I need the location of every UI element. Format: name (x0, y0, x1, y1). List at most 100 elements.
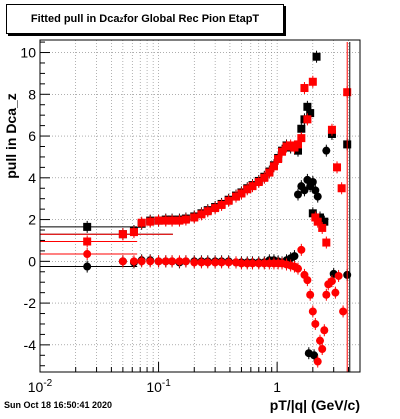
data-point-circle (316, 336, 325, 345)
data-point-circle (190, 258, 199, 267)
data-point-circle (313, 192, 322, 201)
y-tick-label: 6 (28, 128, 36, 144)
data-point-circle (175, 257, 184, 266)
data-point-square (232, 192, 241, 201)
data-point-square (83, 237, 92, 246)
data-point-square (83, 222, 92, 231)
data-point-circle (300, 186, 309, 195)
data-point-square (269, 162, 278, 171)
chart-title-subscript: z (119, 14, 124, 24)
data-point-square (300, 84, 309, 93)
data-point-square (294, 140, 303, 149)
data-point-square (316, 213, 325, 222)
data-point-circle (294, 190, 303, 199)
data-point-circle (181, 257, 190, 266)
data-point-square (312, 52, 321, 61)
data-point-square (322, 238, 331, 247)
data-point-square (313, 217, 322, 226)
data-point-square (248, 182, 257, 191)
data-point-circle (308, 177, 317, 186)
data-point-square (320, 217, 329, 226)
data-point-circle (211, 258, 220, 267)
data-point-square (254, 177, 263, 186)
data-point-circle (254, 259, 263, 268)
data-point-circle (303, 276, 312, 285)
series-3 (40, 243, 348, 368)
data-layer (40, 42, 352, 372)
data-point-circle (217, 258, 226, 267)
chart-title-prefix: Fitted pull in Dca (30, 13, 120, 25)
data-point-circle (154, 257, 163, 266)
data-point-square (175, 216, 184, 225)
data-point-circle (161, 257, 170, 266)
data-point-square (308, 209, 317, 218)
data-point-circle (129, 257, 138, 266)
data-point-square (181, 215, 190, 224)
y-axis-label: pull in Dca_z (3, 93, 19, 179)
data-point-square (333, 163, 342, 172)
data-point-square (243, 185, 252, 194)
data-point-circle (313, 357, 322, 366)
data-point-circle (331, 288, 340, 297)
series-0 (40, 50, 352, 241)
data-point-square (154, 216, 163, 225)
x-tick-label: 10-1 (146, 378, 171, 395)
data-point-circle (327, 277, 336, 286)
data-point-circle (290, 252, 299, 261)
data-point-circle (83, 250, 92, 259)
data-point-circle (237, 259, 246, 268)
chart-title: Fitted pull in Dca z for Global Rec Pion … (6, 4, 284, 34)
y-tick-label: 8 (28, 86, 36, 102)
axis-layer: 10-2 10-1 1 -4 -2 0 2 4 6 8 10 (20, 41, 361, 395)
data-point-square (129, 228, 138, 237)
data-point-circle (248, 259, 257, 268)
y-tick-label: 4 (28, 170, 36, 186)
data-point-square (327, 125, 336, 134)
data-point-square (297, 124, 306, 133)
data-point-square (311, 213, 320, 222)
data-point-square (303, 115, 312, 124)
chart-title-suffix: for Global Rec Pion EtapT (123, 13, 260, 25)
data-point-square (278, 147, 287, 156)
data-point-circle (318, 345, 327, 354)
data-point-circle (203, 258, 212, 267)
data-point-circle (334, 271, 343, 280)
data-point-square (137, 218, 146, 227)
data-point-circle (310, 351, 319, 360)
data-point-circle (118, 257, 127, 266)
data-point-square (161, 216, 170, 225)
data-point-circle (168, 257, 177, 266)
x-tick-label: 1 (273, 379, 281, 395)
data-point-circle (197, 258, 206, 267)
data-point-square (118, 230, 127, 239)
data-point-circle (320, 326, 329, 335)
data-point-circle (294, 264, 303, 273)
data-point-square (260, 173, 269, 182)
data-point-square (168, 216, 177, 225)
data-point-square (308, 77, 317, 86)
data-point-circle (339, 307, 348, 316)
data-point-square (303, 102, 312, 111)
data-point-square (190, 213, 199, 222)
series-1 (40, 75, 352, 249)
data-point-circle (322, 290, 331, 299)
data-point-square (337, 184, 346, 193)
data-point-square (146, 217, 155, 226)
data-point-circle (297, 245, 306, 254)
data-point-square (197, 210, 206, 219)
data-point-circle (137, 257, 146, 266)
data-point-circle (308, 307, 317, 316)
data-point-square (265, 168, 274, 177)
y-tick-label: 10 (20, 45, 36, 61)
data-point-circle (322, 146, 331, 155)
data-point-circle (146, 257, 155, 266)
data-point-square (224, 196, 233, 205)
data-point-circle (311, 319, 320, 328)
timestamp: Sun Oct 18 16:50:41 2020 (4, 400, 113, 410)
plot-frame (39, 39, 361, 373)
data-point-circle (83, 262, 92, 271)
x-tick-label: 10-2 (28, 378, 53, 395)
data-point-square (297, 134, 306, 143)
